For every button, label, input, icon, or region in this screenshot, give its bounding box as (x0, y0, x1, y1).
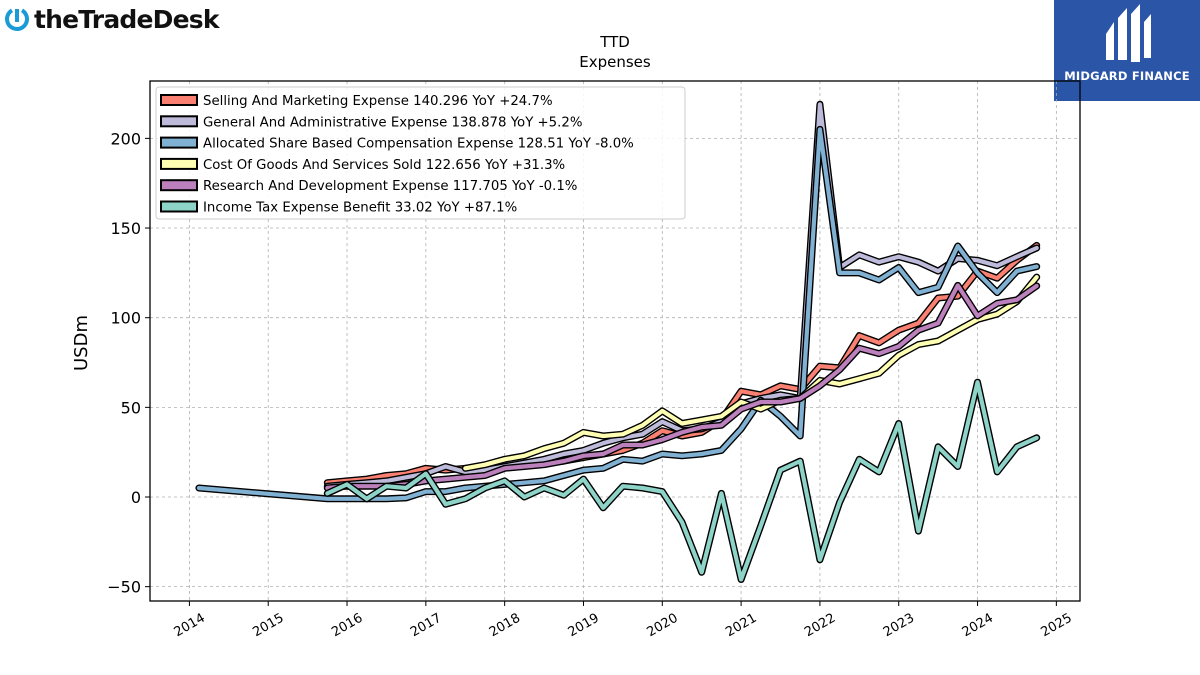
legend-label-3: Allocated Share Based Compensation Expen… (203, 137, 634, 152)
x-tick-label-2018: 2018 (487, 611, 523, 641)
y-tick-label-50: 50 (121, 398, 141, 417)
chart-title: TTD (599, 33, 630, 51)
series-lines (195, 100, 1041, 583)
x-tick-label-2019: 2019 (566, 611, 602, 641)
x-tick-label-2014: 2014 (172, 611, 208, 641)
x-tick-label-2017: 2017 (408, 611, 444, 641)
legend-swatch-5 (160, 179, 198, 192)
x-tick-label-2020: 2020 (644, 611, 680, 641)
x-tick-label-2023: 2023 (881, 611, 917, 641)
legend-label-6: Income Tax Expense Benefit 33.02 YoY +87… (203, 201, 517, 216)
legend-label-1: Selling And Marketing Expense 140.296 Yo… (203, 94, 553, 109)
y-tick-label-100: 100 (110, 309, 141, 328)
x-tick-label-2015: 2015 (250, 611, 286, 641)
legend-swatch-3 (160, 136, 198, 149)
legend-label-2: General And Administrative Expense 138.8… (203, 115, 582, 130)
legend-box (155, 86, 686, 220)
trade-desk-logo-icon (5, 7, 29, 31)
series-6-line (325, 380, 1039, 582)
y-tick-label-0: 0 (131, 488, 141, 507)
midgard-finance-name: MIDGARD FINANCE (1064, 69, 1190, 83)
legend-swatch-4 (160, 157, 198, 170)
legend-label-4: Cost Of Goods And Services Sold 122.656 … (203, 158, 565, 173)
legend-swatch-1 (160, 94, 198, 106)
legend-label-5: Research And Development Expense 117.705… (203, 179, 577, 194)
x-tick-label-2016: 2016 (329, 611, 365, 641)
chart-subtitle: Expenses (579, 53, 651, 71)
y-tick-label-200: 200 (110, 129, 141, 148)
series-3-line (196, 127, 1039, 501)
y-tick-label-50: −50 (107, 578, 141, 597)
trade-desk-logo-text: theTradeDesk (34, 4, 219, 34)
trade-desk-logo: theTradeDesk (4, 4, 219, 34)
x-tick-label-2024: 2024 (960, 611, 996, 641)
midgard-finance-logo: MIDGARD FINANCE (1054, 0, 1200, 101)
legend: Selling And Marketing Expense 140.296 Yo… (155, 86, 686, 220)
legend-swatch-2 (160, 115, 198, 128)
x-tick-label-2025: 2025 (1039, 611, 1075, 641)
series-5-line (325, 283, 1039, 491)
x-tick-label-2022: 2022 (802, 611, 838, 641)
y-axis-label: USDm (71, 315, 92, 371)
plot-frame (149, 80, 1081, 602)
x-tick-label-2021: 2021 (723, 611, 759, 641)
series-1-line (325, 243, 1039, 485)
series-1-outline (323, 241, 1041, 487)
y-tick-label-150: 150 (110, 219, 141, 238)
midgard-finance-logo-icon (1106, 4, 1151, 62)
legend-swatch-6 (160, 200, 198, 213)
